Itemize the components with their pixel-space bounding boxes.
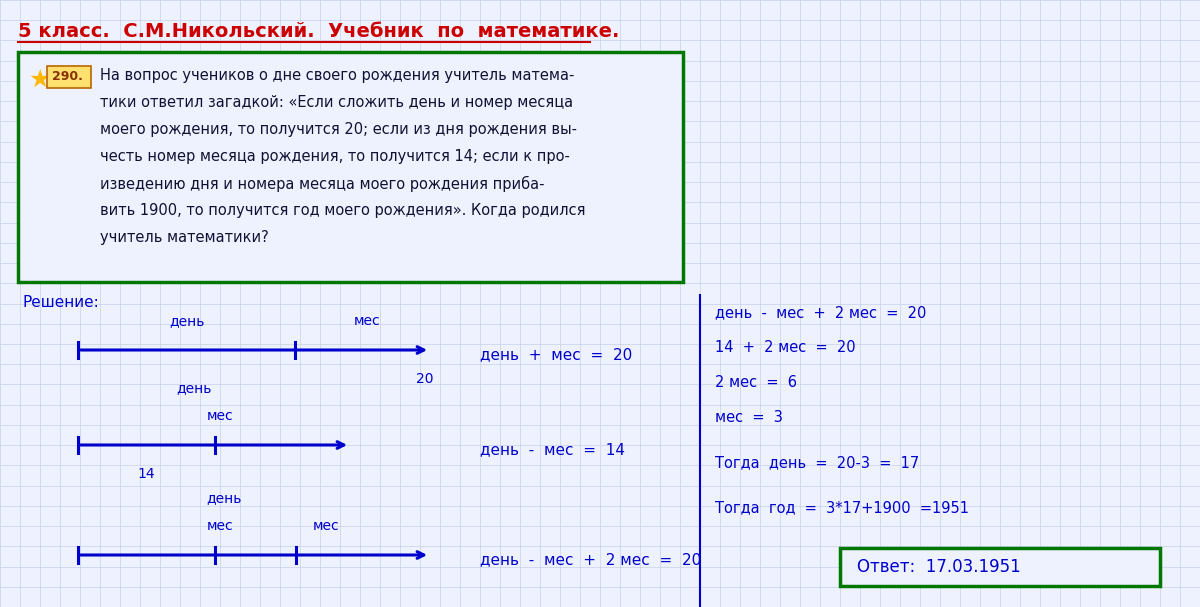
Text: 290.: 290. xyxy=(52,70,83,84)
Text: 14  +  2 мес  =  20: 14 + 2 мес = 20 xyxy=(715,340,856,355)
Text: изведению дня и номера месяца моего рождения приба-: изведению дня и номера месяца моего рожд… xyxy=(100,176,545,192)
FancyBboxPatch shape xyxy=(840,548,1160,586)
Text: Ответ:  17.03.1951: Ответ: 17.03.1951 xyxy=(857,558,1021,576)
Text: день  -  мес  +  2 мес  =  20: день - мес + 2 мес = 20 xyxy=(480,552,701,568)
Text: мес  =  3: мес = 3 xyxy=(715,410,782,425)
Text: Тогда  день  =  20-3  =  17: Тогда день = 20-3 = 17 xyxy=(715,455,919,470)
Text: учитель математики?: учитель математики? xyxy=(100,230,269,245)
Text: мес: мес xyxy=(206,409,233,423)
Text: мес: мес xyxy=(313,519,340,533)
Text: мес: мес xyxy=(206,519,233,533)
Text: Тогда  год  =  3*17+1900  =1951: Тогда год = 3*17+1900 =1951 xyxy=(715,500,970,515)
Text: вить 1900, то получится год моего рождения». Когда родился: вить 1900, то получится год моего рожден… xyxy=(100,203,586,218)
Text: день  +  мес  =  20: день + мес = 20 xyxy=(480,347,632,362)
Text: день: день xyxy=(169,314,204,328)
Text: день  -  мес  =  14: день - мес = 14 xyxy=(480,443,625,458)
Text: 2 мес  =  6: 2 мес = 6 xyxy=(715,375,797,390)
Text: моего рождения, то получится 20; если из дня рождения вы-: моего рождения, то получится 20; если из… xyxy=(100,122,577,137)
Text: день: день xyxy=(206,491,241,505)
FancyBboxPatch shape xyxy=(18,52,683,282)
Text: день: день xyxy=(176,381,211,395)
Text: 20: 20 xyxy=(416,372,433,386)
Text: тики ответил загадкой: «Если сложить день и номер месяца: тики ответил загадкой: «Если сложить ден… xyxy=(100,95,574,110)
Text: 5 класс.  С.М.Никольский.  Учебник  по  математике.: 5 класс. С.М.Никольский. Учебник по мате… xyxy=(18,22,619,41)
Text: честь номер месяца рождения, то получится 14; если к про-: честь номер месяца рождения, то получитс… xyxy=(100,149,570,164)
FancyBboxPatch shape xyxy=(47,66,91,88)
Text: мес: мес xyxy=(354,314,380,328)
Text: Решение:: Решение: xyxy=(22,295,98,310)
Text: 14: 14 xyxy=(138,467,155,481)
Text: день  -  мес  +  2 мес  =  20: день - мес + 2 мес = 20 xyxy=(715,305,926,320)
Text: На вопрос учеников о дне своего рождения учитель матема-: На вопрос учеников о дне своего рождения… xyxy=(100,68,575,83)
Text: ★: ★ xyxy=(28,68,50,92)
